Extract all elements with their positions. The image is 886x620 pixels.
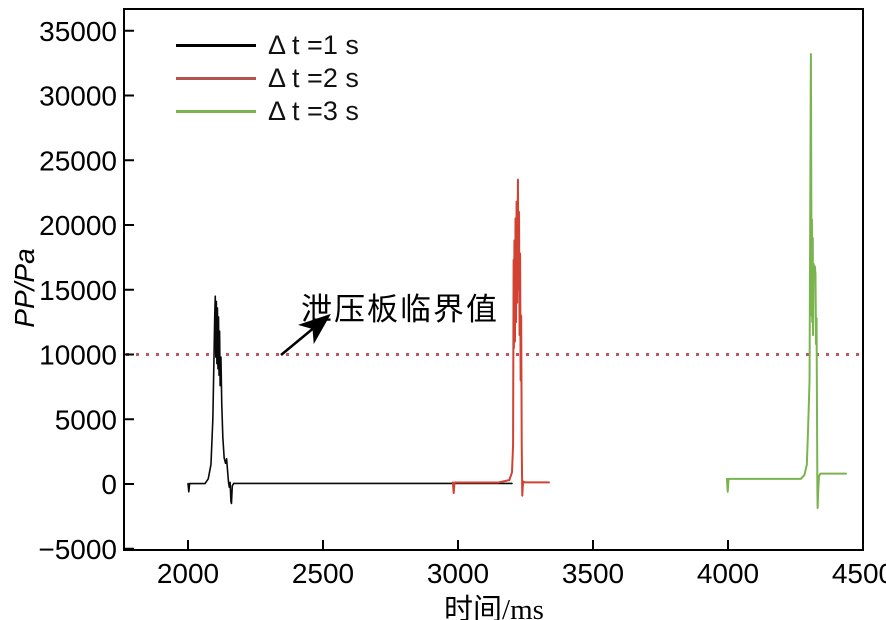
annotation-arrow-icon (280, 313, 331, 356)
x-tick-label: 4000 (697, 558, 759, 589)
x-tick-label: 4500 (832, 558, 886, 589)
y-tick-label: 20000 (39, 210, 117, 241)
series-trace-dt2 (451, 178, 550, 497)
y-tick-label: 30000 (39, 81, 117, 112)
legend: Δ t =1 s Δ t =2 s Δ t =3 s (176, 30, 359, 126)
legend-line-dt1-icon (176, 44, 256, 47)
legend-label-dt1: Δ t =1 s (268, 30, 359, 60)
series-trace-dt3 (725, 53, 847, 509)
legend-label-dt3: Δ t =3 s (268, 96, 359, 126)
y-tick-label: 10000 (39, 340, 117, 371)
legend-label-dt2: Δ t =2 s (268, 63, 359, 93)
y-tick-label: −5000 (38, 534, 117, 565)
y-tick-label: 0 (101, 469, 117, 500)
y-axis-title: PP/Pa (9, 248, 40, 328)
legend-line-dt3-icon (176, 110, 256, 113)
x-tick-label: 3500 (562, 558, 624, 589)
x-tick-label: 2500 (292, 558, 354, 589)
y-tick-label: 25000 (39, 145, 117, 176)
plot-frame (123, 8, 864, 551)
legend-item-dt3: Δ t =3 s (176, 96, 359, 126)
legend-line-dt2-icon (176, 77, 256, 80)
y-tick-label: 5000 (55, 404, 117, 435)
legend-item-dt2: Δ t =2 s (176, 63, 359, 93)
threshold-annotation: 泄压板临界值 (301, 292, 499, 327)
legend-item-dt1: Δ t =1 s (176, 30, 359, 60)
x-axis-title: 时间/ms (444, 594, 544, 620)
y-tick-label: 15000 (39, 275, 117, 306)
x-tick-label: 2000 (157, 558, 219, 589)
series-trace-dt1 (187, 295, 513, 505)
x-tick-label: 3000 (427, 558, 489, 589)
y-tick-label: 35000 (39, 16, 117, 47)
